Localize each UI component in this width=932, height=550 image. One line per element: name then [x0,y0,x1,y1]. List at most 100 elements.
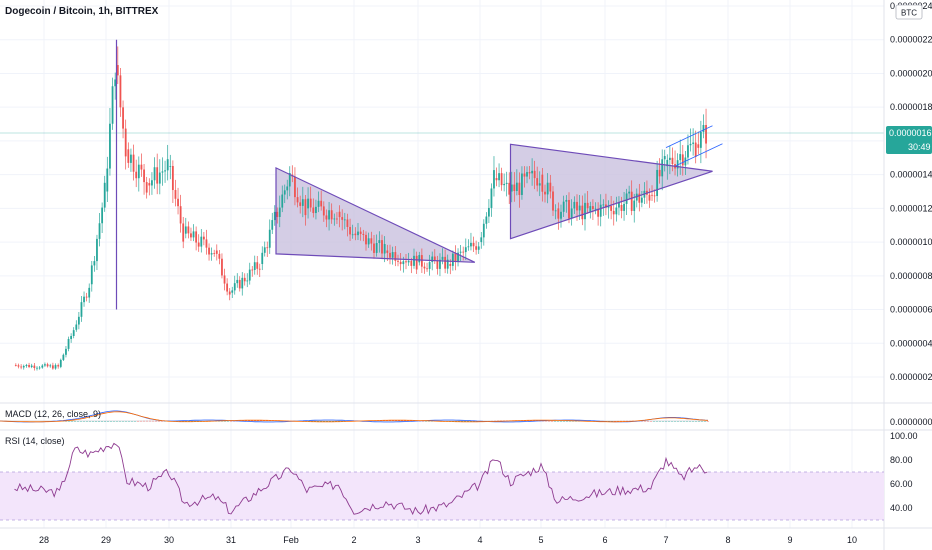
macd-histogram-bar [95,421,97,422]
candle-body [65,348,67,355]
candle-body [44,364,46,366]
candle-body [49,365,52,367]
price-pane[interactable] [0,0,884,400]
candle-body [410,260,413,266]
candle-body [273,211,276,221]
candle-body [433,256,436,261]
candle-body [552,191,554,211]
candle-body [75,324,78,330]
macd-histogram-bar [647,420,649,422]
candle-body [477,246,480,250]
rsi-pane[interactable]: 100.00 80.00 60.00 40.00 [0,431,918,521]
macd-pane[interactable] [0,410,709,423]
candle-body [38,367,41,369]
candle-body [418,255,421,263]
candle-body [549,182,552,192]
candle-body [200,236,203,247]
candle-body [351,234,354,236]
currency-box[interactable] [895,4,923,20]
price-grid [0,0,884,528]
macd-histogram-bar [122,421,124,422]
candle-body [228,291,231,295]
macd-histogram-bar [662,421,664,422]
candle-body [106,168,109,192]
candle-body [705,124,707,144]
candle-body [480,237,483,243]
candle-body [510,184,513,192]
candle-body [36,367,38,369]
candle-body [661,159,664,177]
macd-histogram-bar [470,421,472,422]
macd-histogram-bar [668,421,670,422]
candle-body [457,252,459,262]
candle-body [399,261,402,265]
candle-body [90,265,93,285]
pattern-triangle-outline [509,143,713,240]
candle-body [694,142,697,157]
candle-body [132,154,135,172]
candle-body [169,166,172,167]
candle-body [25,364,28,366]
candle-body [359,231,362,234]
candle-body [526,172,528,177]
candle-body [508,182,511,195]
macd-histogram-bar [704,421,706,422]
candle-body [85,296,88,298]
candle-body [493,170,495,189]
candle-body [628,191,631,194]
candle-body [653,195,656,197]
macd-histogram-bar [677,421,679,422]
candle-body [241,277,244,289]
candle-body [467,246,470,248]
candle-body [459,251,462,253]
macd-histogram-bar [620,420,622,422]
time-tick-label: 2 [351,535,356,545]
time-tick-label: 10 [847,535,857,545]
macd-histogram-bar [83,421,85,422]
candle-body [441,256,444,260]
candle-body [338,211,341,218]
macd-histogram-bar [224,421,226,422]
candle-body [462,251,465,253]
macd-signal-line [0,411,709,423]
macd-histogram-bar [686,421,688,422]
candle-body [46,364,49,367]
candle-body [276,211,279,217]
candle-body [130,154,132,163]
candle-body [633,200,636,211]
macd-histogram-bar [554,421,556,422]
candle-body [428,262,431,269]
candle-body [41,365,44,368]
candle-body [88,287,91,298]
candle-body [370,238,373,244]
candle-body [341,217,344,220]
price-axis[interactable]: 0.000002400.000002200.000002000.00000180… [890,1,932,382]
candle-body [33,365,36,369]
candle-body [391,252,394,258]
macd-histogram-bar [104,421,106,422]
candle-body [17,365,20,367]
candle-body [202,236,205,240]
candle-body [248,269,251,281]
macd-histogram-bar [698,421,700,422]
candle-body [472,242,475,247]
candle-body [215,250,218,254]
candle-body [692,142,695,144]
candle-body [475,246,478,250]
macd-histogram-bar [401,420,403,421]
candle-body [386,250,389,253]
candle-body [505,182,508,184]
candle-body [560,211,562,219]
candle-body [592,206,594,210]
candle-body [503,183,506,186]
candle-body [182,223,185,242]
macd-histogram-bar [77,421,79,422]
candle-body [122,107,124,129]
candle-body [439,259,441,269]
candle-body [322,206,325,216]
macd-histogram-bar [644,420,646,422]
time-axis[interactable]: 28 29 30 31 Feb 2 3 4 5 6 7 8 9 10 [39,535,857,545]
candle-body [648,194,651,201]
macd-histogram-bar [227,421,229,422]
